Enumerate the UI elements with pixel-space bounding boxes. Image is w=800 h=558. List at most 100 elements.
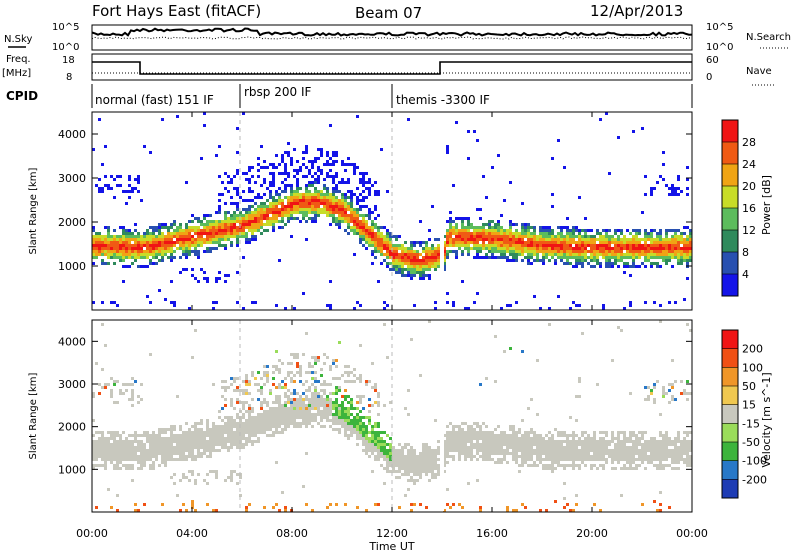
range-gate-cell	[638, 437, 641, 440]
range-gate-cell	[305, 166, 308, 169]
range-gate-cell	[272, 407, 275, 410]
range-gate-cell	[452, 301, 455, 304]
range-gate-cell	[179, 479, 182, 482]
range-gate-cell	[458, 455, 461, 458]
range-gate-cell	[371, 449, 374, 452]
range-gate-cell	[167, 452, 170, 455]
range-gate-cell	[683, 440, 686, 443]
range-gate-cell	[326, 407, 329, 410]
range-gate-cell	[488, 455, 491, 458]
range-gate-cell	[161, 452, 164, 455]
range-gate-cell	[608, 449, 611, 452]
range-gate-cell	[98, 440, 101, 443]
range-gate-cell	[485, 223, 488, 226]
range-gate-cell	[644, 455, 647, 458]
range-gate-cell	[125, 449, 128, 452]
range-gate-cell	[668, 437, 671, 440]
range-gate-cell	[278, 214, 281, 217]
range-gate-cell	[629, 253, 632, 256]
range-gate-cell	[146, 434, 149, 437]
range-gate-cell	[200, 446, 203, 449]
range-gate-cell	[413, 244, 416, 247]
range-gate-cell	[323, 392, 326, 395]
range-gate-cell	[647, 455, 650, 458]
range-gate-cell	[254, 440, 257, 443]
range-gate-cell	[311, 404, 314, 407]
range-gate-cell	[350, 398, 353, 401]
range-gate-cell	[452, 458, 455, 461]
range-gate-cell	[110, 244, 113, 247]
range-gate-cell	[131, 250, 134, 253]
range-gate-cell	[503, 238, 506, 241]
range-gate-cell	[251, 229, 254, 232]
range-gate-cell	[395, 464, 398, 467]
range-gate-cell	[275, 304, 278, 307]
range-gate-cell	[149, 250, 152, 253]
range-gate-cell	[329, 404, 332, 407]
range-gate-cell	[179, 443, 182, 446]
range-gate-cell	[560, 247, 563, 250]
range-gate-cell	[197, 238, 200, 241]
range-gate-cell	[230, 473, 233, 476]
range-gate-cell	[347, 214, 350, 217]
range-gate-cell	[263, 398, 266, 401]
range-gate-cell	[164, 235, 167, 238]
range-gate-cell	[185, 268, 188, 271]
range-gate-cell	[152, 247, 155, 250]
range-gate-cell	[437, 440, 440, 443]
range-gate-cell	[377, 434, 380, 437]
range-gate-cell	[299, 371, 302, 374]
range-gate-cell	[527, 238, 530, 241]
range-gate-cell	[308, 407, 311, 410]
range-gate-cell	[572, 461, 575, 464]
range-gate-cell	[530, 449, 533, 452]
range-gate-cell	[506, 232, 509, 235]
range-gate-cell	[578, 247, 581, 250]
range-gate-cell	[509, 226, 512, 229]
range-gate-cell	[290, 196, 293, 199]
range-gate-cell	[641, 458, 644, 461]
range-gate-cell	[428, 479, 431, 482]
range-gate-cell	[650, 193, 653, 196]
range-gate-cell	[116, 241, 119, 244]
range-gate-cell	[389, 232, 392, 235]
range-gate-cell	[593, 235, 596, 238]
range-gate-cell	[182, 452, 185, 455]
range-gate-cell	[680, 449, 683, 452]
range-gate-cell	[227, 422, 230, 425]
range-gate-cell	[452, 220, 455, 223]
range-gate-cell	[278, 410, 281, 413]
range-gate-cell	[101, 253, 104, 256]
range-gate-cell	[392, 470, 395, 473]
range-gate-cell	[209, 455, 212, 458]
range-gate-cell	[137, 265, 140, 268]
range-gate-cell	[254, 181, 257, 184]
range-gate-cell	[356, 187, 359, 190]
range-gate-cell	[299, 187, 302, 190]
range-gate-cell	[425, 274, 428, 277]
range-gate-cell	[323, 199, 326, 202]
range-gate-cell	[206, 455, 209, 458]
range-gate-cell	[644, 238, 647, 241]
range-gate-cell	[233, 175, 236, 178]
range-gate-cell	[296, 172, 299, 175]
range-gate-cell	[260, 226, 263, 229]
range-gate-cell	[398, 253, 401, 256]
range-gate-cell	[194, 226, 197, 229]
range-gate-cell	[458, 449, 461, 452]
range-gate-cell	[674, 452, 677, 455]
range-gate-cell	[116, 449, 119, 452]
range-gate-cell	[485, 425, 488, 428]
range-gate-cell	[332, 377, 335, 380]
range-gate-cell	[296, 356, 299, 359]
range-gate-cell	[218, 437, 221, 440]
range-gate-cell	[431, 464, 434, 467]
range-gate-cell	[236, 190, 239, 193]
range-gate-cell	[128, 238, 131, 241]
range-gate-cell	[203, 437, 206, 440]
range-gate-cell	[674, 440, 677, 443]
range-gate-cell	[560, 253, 563, 256]
range-gate-cell	[410, 241, 413, 244]
range-gate-cell	[356, 199, 359, 202]
range-gate-cell	[383, 259, 386, 262]
